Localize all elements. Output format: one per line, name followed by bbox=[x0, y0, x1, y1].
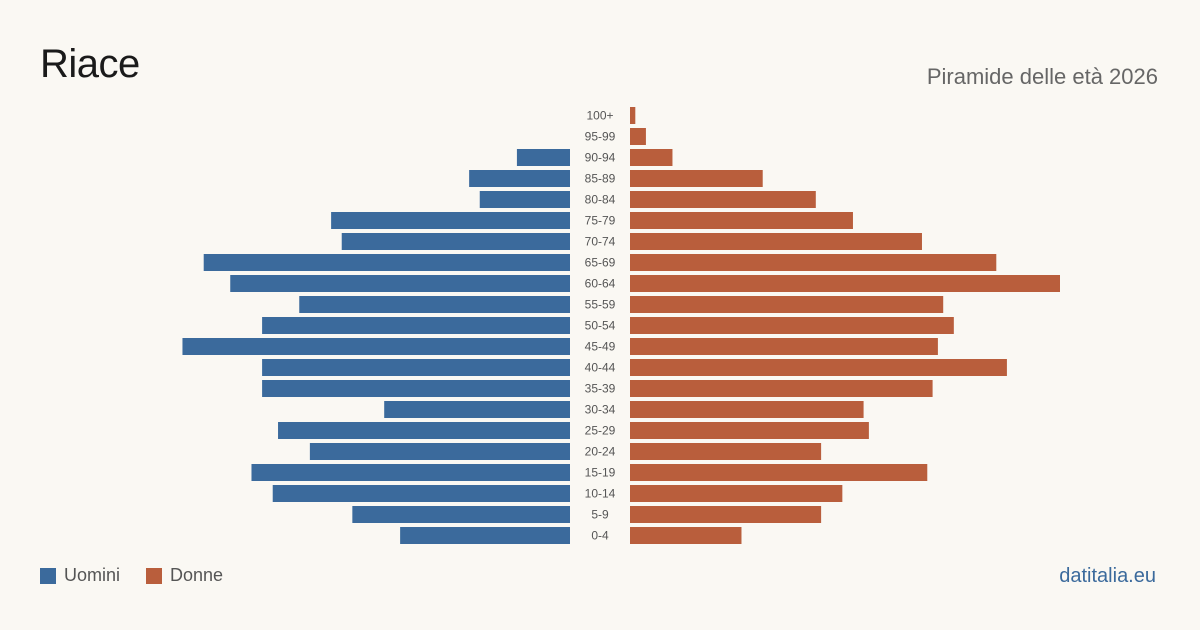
bar-men-85-89[interactable] bbox=[469, 170, 570, 187]
bar-women-50-54[interactable] bbox=[630, 317, 954, 334]
bar-men-15-19[interactable] bbox=[251, 464, 570, 481]
bar-women-100+[interactable] bbox=[630, 107, 636, 124]
bar-women-5-9[interactable] bbox=[630, 506, 822, 523]
bar-men-10-14[interactable] bbox=[272, 485, 570, 502]
legend-item-women: Donne bbox=[146, 565, 223, 586]
bar-women-0-4[interactable] bbox=[630, 527, 742, 544]
bar-men-55-59[interactable] bbox=[299, 296, 570, 313]
bar-men-45-49[interactable] bbox=[182, 338, 571, 355]
bar-women-65-69[interactable] bbox=[630, 254, 997, 271]
bar-women-10-14[interactable] bbox=[630, 485, 843, 502]
age-label-40-44: 40-44 bbox=[585, 361, 616, 375]
bar-men-80-84[interactable] bbox=[479, 191, 570, 208]
legend-label-women: Donne bbox=[170, 565, 224, 585]
bar-men-75-79[interactable] bbox=[331, 212, 570, 229]
age-label-45-49: 45-49 bbox=[585, 340, 616, 354]
bar-women-15-19[interactable] bbox=[630, 464, 928, 481]
bar-women-60-64[interactable] bbox=[630, 275, 1060, 292]
bar-men-90-94[interactable] bbox=[516, 149, 570, 166]
legend: Uomini Donne bbox=[40, 565, 249, 586]
legend-swatch-men bbox=[40, 567, 56, 584]
chart-title: Riace bbox=[40, 42, 140, 86]
age-label-75-79: 75-79 bbox=[585, 214, 616, 228]
bar-men-50-54[interactable] bbox=[262, 317, 570, 334]
age-label-60-64: 60-64 bbox=[585, 277, 616, 291]
bar-women-85-89[interactable] bbox=[630, 170, 763, 187]
bar-men-70-74[interactable] bbox=[341, 233, 570, 250]
age-label-80-84: 80-84 bbox=[585, 193, 616, 207]
age-label-30-34: 30-34 bbox=[585, 403, 616, 417]
age-label-55-59: 55-59 bbox=[585, 298, 616, 312]
bar-women-35-39[interactable] bbox=[630, 380, 933, 397]
bar-women-45-49[interactable] bbox=[630, 338, 938, 355]
age-label-35-39: 35-39 bbox=[585, 382, 616, 396]
bar-women-55-59[interactable] bbox=[630, 296, 944, 313]
bar-women-25-29[interactable] bbox=[630, 422, 869, 439]
bar-men-20-24[interactable] bbox=[309, 443, 570, 460]
age-label-70-74: 70-74 bbox=[585, 235, 616, 249]
bar-women-40-44[interactable] bbox=[630, 359, 1007, 376]
bar-men-5-9[interactable] bbox=[352, 506, 570, 523]
legend-item-men: Uomini bbox=[40, 565, 120, 586]
bar-men-35-39[interactable] bbox=[262, 380, 570, 397]
bar-men-25-29[interactable] bbox=[278, 422, 570, 439]
bar-women-80-84[interactable] bbox=[630, 191, 816, 208]
bar-men-40-44[interactable] bbox=[262, 359, 570, 376]
age-label-25-29: 25-29 bbox=[585, 424, 616, 438]
legend-label-men: Uomini bbox=[64, 565, 121, 585]
age-label-50-54: 50-54 bbox=[585, 319, 616, 333]
bar-women-30-34[interactable] bbox=[630, 401, 864, 418]
bar-men-60-64[interactable] bbox=[230, 275, 570, 292]
bar-women-75-79[interactable] bbox=[630, 212, 853, 229]
bar-women-90-94[interactable] bbox=[630, 149, 673, 166]
source-link[interactable]: datitalia.eu bbox=[1059, 565, 1156, 587]
bar-men-30-34[interactable] bbox=[384, 401, 570, 418]
age-label-95-99: 95-99 bbox=[585, 130, 616, 144]
age-label-85-89: 85-89 bbox=[585, 172, 616, 186]
bar-men-65-69[interactable] bbox=[203, 254, 570, 271]
age-label-20-24: 20-24 bbox=[585, 445, 616, 459]
age-label-5-9: 5-9 bbox=[591, 508, 609, 522]
age-label-0-4: 0-4 bbox=[591, 529, 609, 543]
bar-women-20-24[interactable] bbox=[630, 443, 822, 460]
bar-women-70-74[interactable] bbox=[630, 233, 922, 250]
age-label-65-69: 65-69 bbox=[585, 256, 616, 270]
chart-subtitle: Piramide delle età 2026 bbox=[926, 64, 1158, 89]
bar-women-95-99[interactable] bbox=[630, 128, 646, 145]
age-label-100+: 100+ bbox=[586, 109, 613, 123]
age-label-10-14: 10-14 bbox=[585, 487, 616, 501]
age-label-90-94: 90-94 bbox=[585, 151, 616, 165]
age-label-15-19: 15-19 bbox=[585, 466, 616, 480]
bar-men-0-4[interactable] bbox=[400, 527, 570, 544]
legend-swatch-women bbox=[146, 567, 163, 584]
